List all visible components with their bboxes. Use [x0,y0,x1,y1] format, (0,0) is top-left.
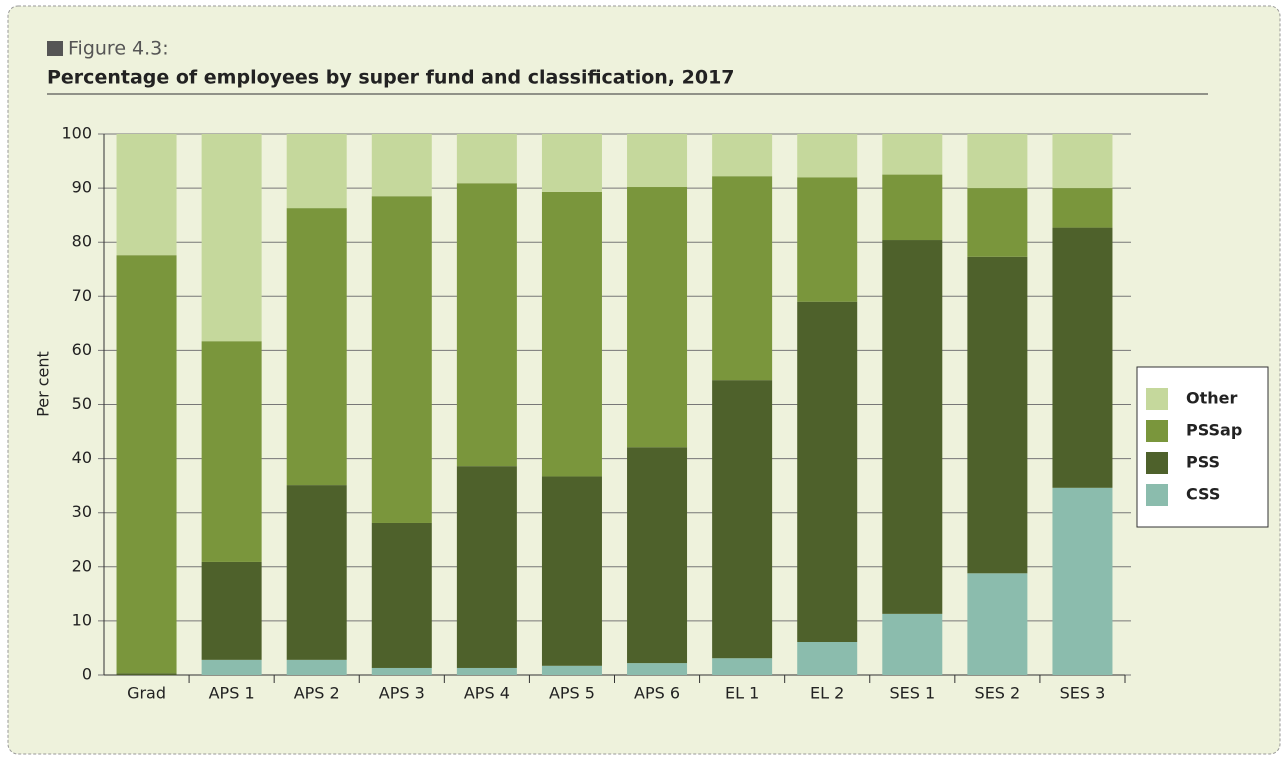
bar-segment [371,667,432,675]
bar-segment [116,673,177,675]
bar-segment [371,196,432,523]
bar-segment [627,134,688,188]
y-tick-label: 20 [72,556,92,575]
bar-segment [967,573,1028,675]
legend-swatch [1146,388,1168,410]
bar-segment [116,255,177,674]
x-tick-label: APS 2 [294,684,340,703]
x-tick-label: Grad [127,684,166,703]
y-tick-label: 70 [72,286,92,305]
bar-segment [541,191,602,477]
legend-label: Other [1186,389,1237,408]
legend-swatch [1146,452,1168,474]
x-tick-label: APS 1 [209,684,255,703]
bar-segment [286,485,347,660]
bar-segment [1052,487,1113,675]
y-tick-label: 0 [82,665,92,684]
y-tick-label: 40 [72,448,92,467]
figure-label: Figure 4.3: [68,38,169,60]
bar-segment [286,134,347,209]
bar-segment [201,341,262,562]
bar-segment [456,667,517,675]
chart-title: Percentage of employees by super fund an… [47,67,735,89]
bar-segment [797,301,858,642]
x-tick-label: APS 6 [634,684,680,703]
y-tick-label: 90 [72,178,92,197]
bar-segment [797,177,858,302]
legend-swatch [1146,484,1168,506]
bar-segment [882,613,943,675]
x-tick-label: APS 5 [549,684,595,703]
bar-segment [627,447,688,664]
bar-segment [967,134,1028,189]
bar-segment [286,208,347,486]
legend-label: PSSap [1186,421,1242,440]
y-tick-label: 60 [72,340,92,359]
bar-segment [967,188,1028,257]
figure-icon [47,41,63,56]
legend-swatch [1146,420,1168,442]
x-tick-label: EL 2 [810,684,844,703]
bar-segment [797,641,858,675]
bar-segment [201,659,262,675]
bar-segment [456,466,517,668]
y-axis-label: Per cent [34,351,53,417]
bar-segment [712,380,773,659]
bar-segment [1052,134,1113,189]
bar-segment [456,134,517,184]
bar-segment [712,134,773,177]
bar-segment [286,659,347,675]
y-tick-label: 100 [61,124,92,143]
bar-segment [882,240,943,614]
y-tick-label: 50 [72,394,92,413]
y-tick-label: 10 [72,610,92,629]
bar-segment [116,134,177,256]
y-tick-label: 80 [72,232,92,251]
bar-segment [541,665,602,675]
x-tick-label: EL 1 [725,684,759,703]
bar-segment [201,561,262,660]
bar-segment [201,134,262,342]
x-tick-label: SES 1 [889,684,935,703]
bar-segment [712,658,773,675]
legend-label: PSS [1186,453,1220,472]
legend-label: CSS [1186,485,1220,504]
bar-segment [456,183,517,467]
bar-segment [882,134,943,175]
bar-segment [371,134,432,197]
y-tick-label: 30 [72,502,92,521]
bar-segment [541,476,602,666]
bar-segment [797,134,858,178]
x-tick-label: SES 2 [975,684,1021,703]
x-tick-label: APS 4 [464,684,510,703]
bar-segment [627,187,688,448]
bar-segment [967,256,1028,574]
bar-segment [541,134,602,192]
bar-segment [1052,188,1113,228]
bar-segment [882,174,943,241]
bar-segment [627,663,688,675]
x-tick-label: APS 3 [379,684,425,703]
bar-segment [371,522,432,668]
bar-segment [1052,227,1113,488]
x-tick-label: SES 3 [1060,684,1106,703]
bar-segment [712,176,773,381]
